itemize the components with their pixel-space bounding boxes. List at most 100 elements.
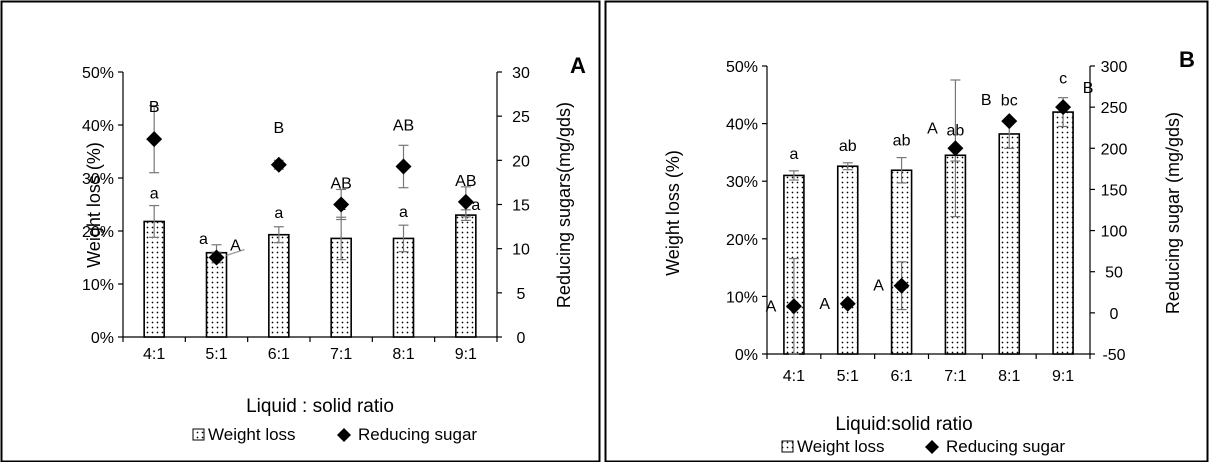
y2-tick-label-a: 5 [517,286,526,303]
marker-reducing-sugar-b [785,298,802,315]
bar-label-b: ab [947,123,965,140]
bar-label-b: ab [893,133,911,150]
legend-label-reducing-sugar-b: Reducing sugar [946,437,1065,456]
marker-reducing-sugar-a [457,193,474,210]
legend-label-weight-loss-b: Weight loss [797,437,885,456]
panel-a-plot: 0% 10% 20% 30% 40% 50% 0 5 10 15 20 25 30 4:1 5:1 6:1 7:… [82,65,530,363]
x-tick-label-b: 9:1 [1052,368,1074,385]
y-tick-label-a: 40% [82,118,114,135]
bar-weight-loss-b [836,165,859,355]
x-tick-label-b: 7:1 [944,368,966,385]
marker-label-a: AB [330,176,351,193]
y-tick-label-a: 30% [82,171,114,188]
x-tick-label-b: 6:1 [890,368,912,385]
legend-label-weight-loss-a: Weight loss [208,425,296,444]
bar-label-b: c [1059,71,1067,88]
panel-label-a: A [570,53,586,78]
bar-weight-loss-b [1052,111,1074,355]
y-tick-label-b: 0% [735,347,758,364]
y2-tick-label-b: 150 [1101,182,1128,199]
y2-tick-label-b: 0 [1110,306,1119,323]
marker-reducing-sugar-b [947,140,964,157]
panel-b-plot: 0% 10% 20% 30% 40% 50% -50 0 50 100 150 200 250 300 4:… [726,59,1127,385]
marker-reducing-sugar-a [208,249,225,266]
bar-label-a: a [199,231,208,248]
y-tick-label-a: 0% [91,330,114,347]
legend-swatch-weight-loss-b [781,440,794,453]
bar-weight-loss-a [392,237,415,338]
y2-tick-label-a: 25 [512,109,530,126]
y-tick-label-a: 20% [82,224,114,241]
bar-label-b: bc [1001,93,1018,110]
bar-weight-loss-a [455,214,477,338]
bar-label-a: a [337,197,346,214]
y2-tick-label-b: 100 [1101,224,1128,241]
marker-label-a: B [149,99,160,116]
y2-tick-label-a: 30 [512,65,530,82]
label-leader-a [226,248,245,257]
y2-tick-label-b: 250 [1101,100,1128,117]
y2-axis-label-b: Reducing sugar (mg/gds) [1163,112,1183,314]
x-tick-label-a: 4:1 [143,346,165,363]
marker-label-b: A [819,296,830,313]
y-tick-label-a: 50% [82,65,114,82]
legend-label-reducing-sugar-a: Reducing sugar [358,425,477,444]
marker-label-a: B [273,120,284,137]
y-tick-label-b: 20% [726,232,758,249]
marker-label-b: B [1083,80,1094,97]
marker-reducing-sugar-a [395,158,412,175]
bar-label-a: a [471,197,480,214]
bar-weight-loss-a [143,220,165,338]
x-tick-label-a: 8:1 [392,346,414,363]
legend-swatch-reducing-sugar-a [337,428,351,442]
x-axis-label-b: Liquid:solid ratio [835,414,972,435]
bar-label-a: a [274,205,283,222]
y2-tick-label-b: -50 [1102,347,1125,364]
marker-reducing-sugar-b [839,295,856,312]
marker-label-b: A [927,120,938,137]
y-axis-label-a: Weight loss (%) [84,142,104,268]
y2-tick-label-b: 200 [1101,141,1128,158]
y-tick-label-b: 50% [726,59,758,76]
bar-label-b: a [789,146,798,163]
y2-tick-label-b: 300 [1101,59,1128,76]
x-tick-label-b: 5:1 [837,368,859,385]
marker-label-a: AB [393,118,414,135]
y2-tick-label-a: 15 [512,198,530,215]
x-tick-label-b: 8:1 [998,368,1020,385]
y2-tick-label-a: 10 [512,242,530,259]
marker-label-a: A [230,238,241,255]
x-axis-label-a: Liquid : solid ratio [246,396,394,417]
marker-reducing-sugar-b [1001,113,1018,130]
marker-label-a: AB [455,173,476,190]
bar-weight-loss-b [998,133,1021,355]
y-tick-label-a: 10% [82,277,114,294]
y2-tick-label-a: 20 [512,153,530,170]
y2-axis-label-a: Reducing sugars(mg/gds) [554,102,574,308]
marker-label-b: A [766,298,777,315]
marker-reducing-sugar-b [1055,99,1072,116]
x-tick-label-a: 9:1 [455,346,477,363]
panel-label-b: B [1179,47,1195,72]
x-tick-label-a: 7:1 [330,346,352,363]
legend-a: Weight loss Reducing sugar [192,425,477,444]
marker-reducing-sugar-a [270,156,287,173]
x-tick-label-a: 6:1 [268,346,290,363]
bar-label-b: ab [839,138,857,155]
y-tick-label-b: 30% [726,174,758,191]
y2-tick-label-a: 0 [517,330,526,347]
marker-label-b: A [873,278,884,295]
bar-label-a: a [399,204,408,221]
x-tick-label-a: 5:1 [205,346,227,363]
legend-swatch-reducing-sugar-b [925,440,939,454]
bar-weight-loss-a [268,233,290,338]
y-axis-label-b: Weight loss (%) [663,150,683,276]
marker-reducing-sugar-b [893,277,910,294]
y-tick-label-b: 10% [726,289,758,306]
y-tick-label-b: 40% [726,117,758,134]
bar-label-a: a [150,186,159,203]
legend-b: Weight loss Reducing sugar [781,437,1065,456]
marker-label-b: B [981,92,992,109]
marker-reducing-sugar-a [146,131,163,148]
